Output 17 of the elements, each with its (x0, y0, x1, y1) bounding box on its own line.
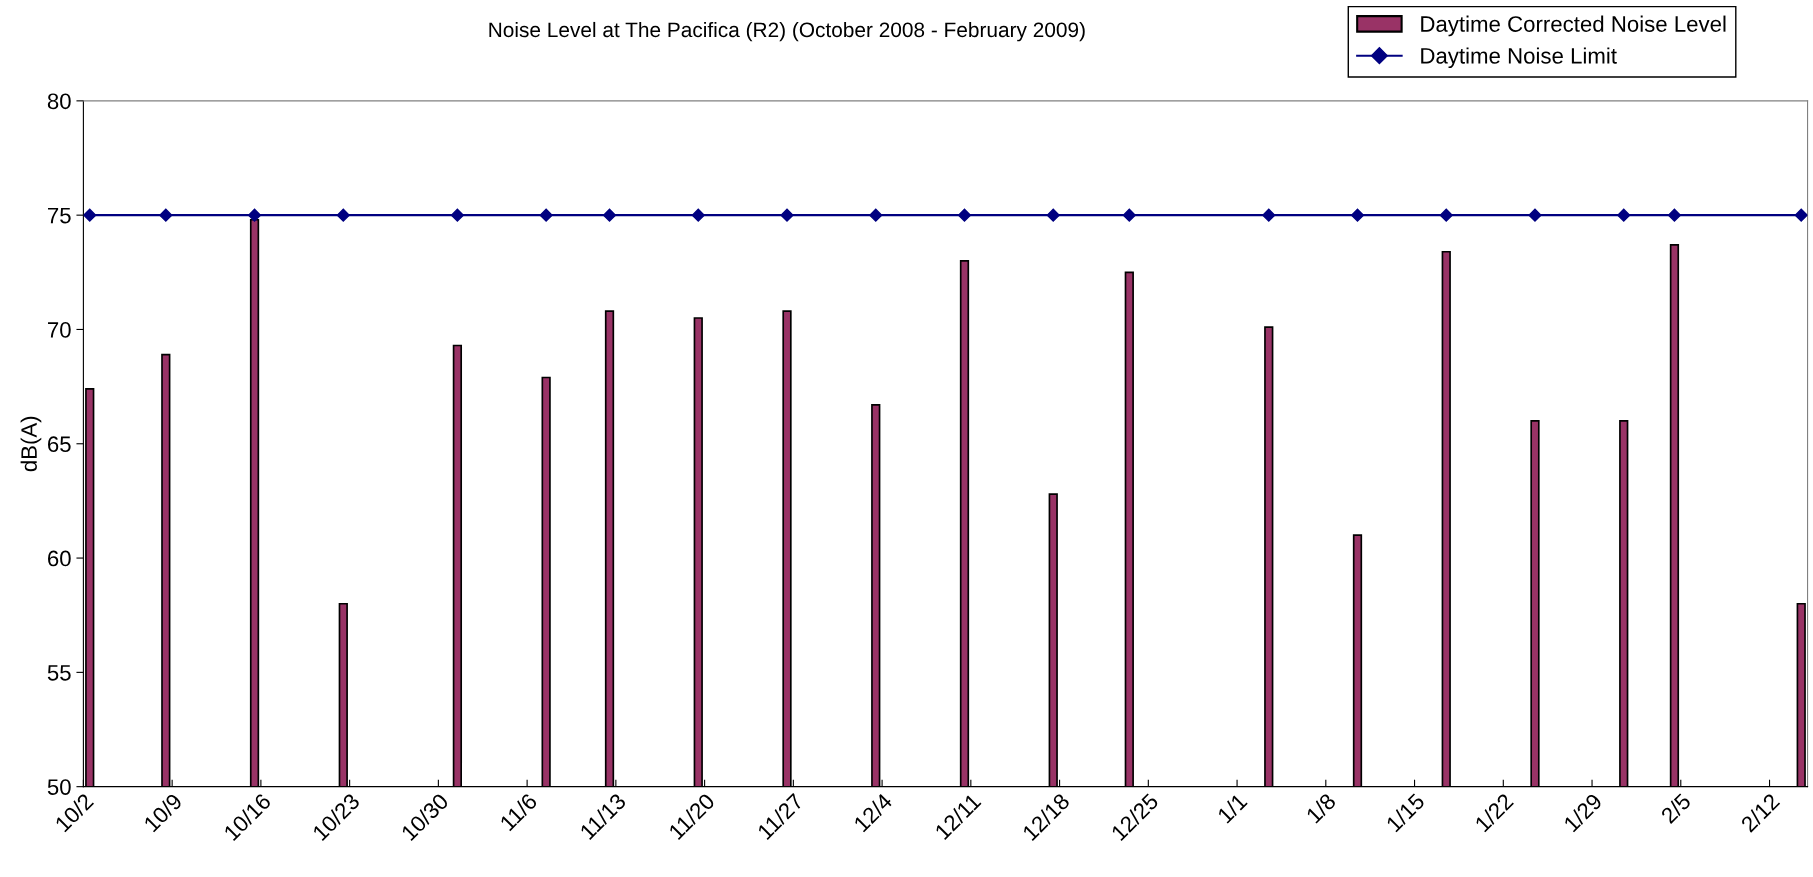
y-tick-label: 50 (47, 779, 71, 795)
x-tick-label: 1/1 (1216, 792, 1248, 824)
y-tick-label: 80 (47, 93, 71, 110)
y-tick-label: 60 (48, 550, 71, 567)
legend-label: Daytime Noise Limit (1421, 47, 1617, 69)
y-tick-label: 70 (48, 321, 71, 338)
y-tick-label: 55 (47, 665, 71, 681)
x-tick-label: 2/5 (1659, 792, 1692, 825)
y-axis-title: dB(A) (20, 416, 42, 472)
x-tick-label: 10/9 (142, 792, 183, 833)
y-tick-label: 65 (48, 436, 71, 453)
x-tick-label: 1/8 (1305, 792, 1337, 824)
x-tick-label: 1/29 (1562, 792, 1603, 833)
x-tick-label: 11/6 (498, 792, 538, 832)
legend-label: Daytime Corrected Noise Level (1421, 15, 1726, 37)
y-tick-label: 75 (48, 207, 71, 224)
chart-title: Noise Level at The Pacifica (R2) (October 2008 - February 2009) (489, 21, 1085, 42)
